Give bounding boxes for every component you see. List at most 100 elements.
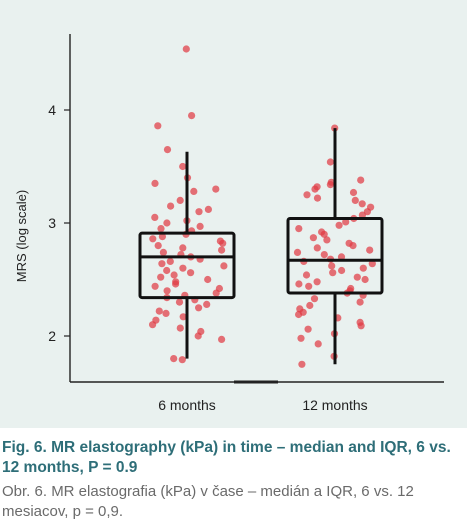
data-point <box>304 325 312 333</box>
data-point <box>218 335 226 343</box>
data-point <box>163 146 172 154</box>
data-point <box>196 222 204 230</box>
data-point <box>328 262 336 270</box>
data-point <box>154 242 162 250</box>
data-point <box>203 300 211 308</box>
data-point <box>320 251 328 259</box>
data-point <box>151 213 159 221</box>
data-point <box>303 191 311 199</box>
data-point <box>351 196 359 204</box>
data-point <box>179 313 187 321</box>
data-point <box>358 211 366 219</box>
data-point <box>295 310 303 319</box>
data-point <box>220 262 228 270</box>
data-point <box>313 278 321 286</box>
data-point <box>149 235 157 243</box>
data-point <box>159 248 167 256</box>
data-point <box>356 298 364 306</box>
data-point <box>167 202 175 210</box>
data-point <box>179 244 187 252</box>
data-point <box>149 321 157 329</box>
data-point <box>195 304 203 312</box>
data-points <box>149 45 376 368</box>
data-point <box>219 239 227 247</box>
data-point <box>310 295 319 303</box>
data-point <box>179 162 187 171</box>
box-plot-chart: 2 3 4 6 months 12 months MRS (log scale) <box>14 34 444 413</box>
data-point <box>366 246 374 254</box>
data-point <box>190 187 198 195</box>
data-point <box>151 282 159 290</box>
data-point <box>158 260 166 268</box>
data-point <box>329 269 337 277</box>
data-point <box>305 282 313 290</box>
data-point <box>353 273 361 281</box>
data-point <box>151 179 159 187</box>
data-point <box>178 356 186 364</box>
data-point <box>361 275 369 284</box>
data-point <box>295 225 303 233</box>
data-point <box>314 340 322 348</box>
x-tick-label: 6 months <box>158 397 216 413</box>
data-point <box>163 287 171 295</box>
data-point <box>170 271 178 279</box>
data-point <box>335 221 343 229</box>
data-point <box>218 246 226 254</box>
x-tick-label: 12 months <box>302 397 367 413</box>
data-point <box>166 257 174 265</box>
data-point <box>187 269 195 277</box>
data-point <box>358 200 366 208</box>
data-point <box>204 275 212 284</box>
data-point <box>297 334 305 342</box>
data-point <box>163 266 171 275</box>
iqr-box <box>286 216 384 295</box>
data-point <box>157 273 165 281</box>
data-point <box>293 248 302 256</box>
data-point <box>179 264 187 272</box>
data-point <box>323 236 331 244</box>
data-point <box>170 355 178 363</box>
data-point <box>162 309 170 317</box>
data-point <box>359 264 367 272</box>
data-point <box>176 196 184 204</box>
data-point <box>338 266 346 275</box>
data-point <box>309 234 317 242</box>
figure-panel: 2 3 4 6 months 12 months MRS (log scale) <box>0 0 467 428</box>
x-axis-labels: 6 months 12 months <box>158 397 367 413</box>
data-point <box>204 205 212 213</box>
box-plots <box>138 128 384 365</box>
y-axis-label: MRS (log scale) <box>14 190 29 282</box>
data-point <box>298 360 306 368</box>
data-point <box>368 260 376 268</box>
figure-caption-english: Fig. 6. MR elastography (kPa) in time – … <box>2 439 451 476</box>
data-point <box>154 122 162 130</box>
data-point <box>295 280 303 288</box>
data-point <box>357 176 365 184</box>
data-point <box>342 218 350 226</box>
data-point <box>349 188 358 197</box>
data-point <box>195 208 203 216</box>
data-point <box>311 185 319 193</box>
data-point <box>163 219 171 227</box>
data-point <box>212 185 220 193</box>
data-point <box>302 271 311 279</box>
data-point <box>357 322 365 330</box>
data-point <box>313 194 322 202</box>
data-point <box>313 244 321 252</box>
data-point <box>306 301 314 310</box>
data-point <box>158 233 166 241</box>
y-tick-label: 2 <box>48 328 56 344</box>
data-point <box>157 225 165 233</box>
data-point <box>349 242 357 250</box>
y-tick-label: 3 <box>48 215 56 231</box>
data-point <box>320 230 328 238</box>
data-point <box>176 324 184 332</box>
y-tick-label: 4 <box>48 102 56 118</box>
data-point <box>172 280 180 288</box>
iqr-box <box>138 231 236 300</box>
data-point <box>188 112 196 120</box>
data-point <box>337 253 346 261</box>
data-point <box>194 332 202 340</box>
y-axis-ticks: 2 3 4 <box>48 102 70 344</box>
data-point <box>182 45 190 53</box>
